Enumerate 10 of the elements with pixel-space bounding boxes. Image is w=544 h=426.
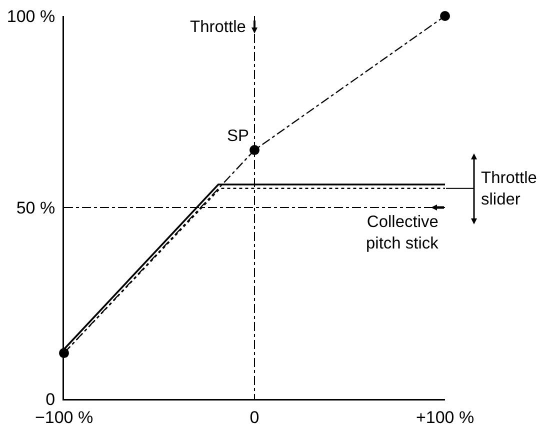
y-tick-label: 100 % — [6, 6, 56, 26]
annotation: Throttle — [190, 18, 246, 36]
y-tick-label: 50 % — [16, 198, 56, 218]
annotation: Throttle slider — [481, 169, 537, 208]
x-tick-label: −100 % — [34, 408, 94, 426]
x-tick-label: +100 % — [416, 408, 474, 426]
annotation: Collective pitch stick — [366, 213, 440, 252]
y-tick-label: 0 — [46, 390, 56, 409]
annotation: SP — [227, 127, 250, 145]
x-tick-label: 0 — [250, 408, 260, 426]
